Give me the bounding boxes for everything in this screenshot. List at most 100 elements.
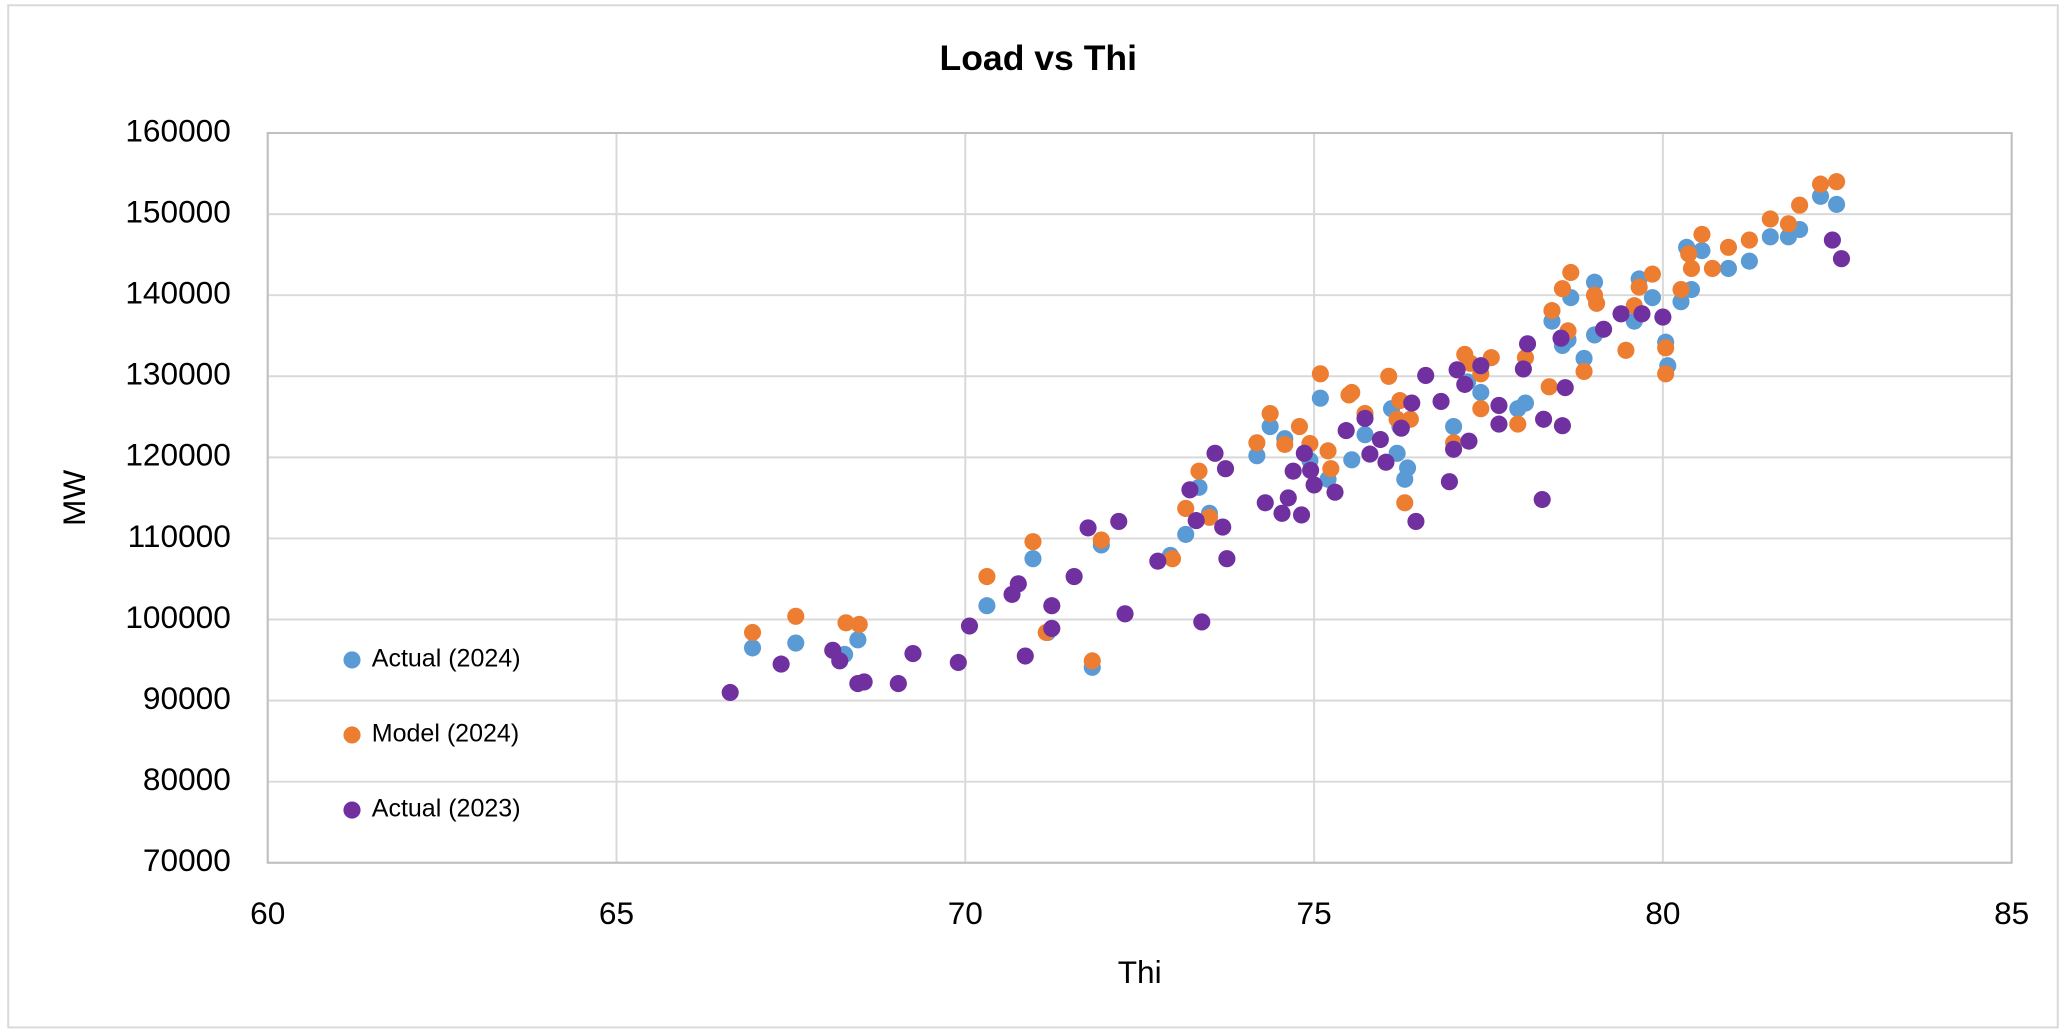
scatter-point bbox=[1371, 430, 1389, 449]
scatter-point bbox=[960, 617, 979, 635]
scatter-point bbox=[743, 623, 762, 642]
y-tick-label: 90000 bbox=[143, 680, 231, 716]
scatter-point bbox=[1149, 552, 1167, 570]
legend-label: Model (2024) bbox=[372, 720, 519, 748]
scatter-point bbox=[1811, 175, 1830, 193]
scatter-point bbox=[1279, 489, 1297, 507]
scatter-point bbox=[1216, 460, 1235, 478]
scatter-point bbox=[1337, 422, 1355, 440]
x-tick-label: 75 bbox=[1297, 895, 1332, 931]
scatter-point bbox=[849, 631, 867, 649]
scatter-point bbox=[1779, 215, 1798, 233]
scatter-point bbox=[1740, 231, 1758, 249]
scatter-point bbox=[1761, 210, 1779, 228]
scatter-point bbox=[1024, 533, 1042, 551]
scatter-point bbox=[1292, 506, 1311, 524]
scatter-point bbox=[1643, 289, 1661, 307]
scatter-point bbox=[1828, 173, 1846, 191]
y-tick-label: 160000 bbox=[125, 112, 230, 148]
scatter-point bbox=[904, 645, 922, 663]
scatter-point bbox=[1043, 619, 1061, 638]
scatter-point bbox=[1514, 360, 1532, 378]
scatter-point bbox=[1248, 447, 1266, 465]
legend-marker bbox=[343, 801, 361, 819]
scatter-point bbox=[1116, 605, 1134, 623]
scatter-point bbox=[1509, 415, 1527, 433]
scatter-point bbox=[1407, 512, 1425, 530]
scatter-point bbox=[1657, 339, 1675, 357]
scatter-point bbox=[1654, 308, 1672, 326]
scatter-point bbox=[1472, 357, 1490, 375]
scatter-point bbox=[1719, 238, 1738, 256]
scatter-point bbox=[1575, 349, 1593, 368]
scatter-point bbox=[1305, 476, 1323, 494]
scatter-point bbox=[1490, 415, 1508, 433]
scatter-point bbox=[1065, 567, 1083, 586]
x-axis-title: Thi bbox=[1118, 954, 1162, 990]
scatter-point bbox=[1261, 405, 1279, 423]
scatter-point bbox=[1214, 518, 1232, 536]
x-tick-label: 70 bbox=[948, 895, 983, 931]
scatter-point bbox=[1456, 375, 1474, 393]
scatter-point bbox=[1110, 512, 1128, 530]
scatter-point bbox=[1396, 494, 1414, 512]
y-tick-label: 110000 bbox=[128, 518, 231, 554]
scatter-point bbox=[1399, 459, 1417, 477]
chart-border bbox=[7, 4, 2059, 1029]
scatter-point bbox=[1163, 550, 1182, 568]
scatter-point bbox=[949, 653, 967, 672]
scatter-point bbox=[787, 634, 805, 652]
scatter-point bbox=[1193, 613, 1211, 631]
scatter-point bbox=[1361, 445, 1379, 463]
scatter-point bbox=[1617, 341, 1635, 359]
scatter-point bbox=[1276, 435, 1294, 453]
scatter-point bbox=[1326, 483, 1344, 501]
scatter-point bbox=[1643, 265, 1661, 283]
scatter-point bbox=[1693, 225, 1711, 243]
scatter-point bbox=[1256, 494, 1274, 512]
scatter-point bbox=[772, 655, 790, 673]
scatter-point bbox=[1811, 187, 1830, 205]
scatter-point bbox=[1092, 531, 1110, 549]
x-tick-label: 65 bbox=[599, 895, 634, 931]
scatter-point bbox=[1693, 242, 1711, 260]
scatter-point bbox=[1516, 394, 1535, 412]
scatter-point bbox=[1432, 392, 1450, 410]
scatter-point bbox=[1612, 305, 1630, 323]
scatter-point bbox=[1680, 245, 1698, 263]
scatter-point bbox=[1672, 280, 1690, 299]
x-tick-label: 85 bbox=[1994, 895, 2029, 931]
scatter-point bbox=[1311, 389, 1329, 407]
scatter-point bbox=[1284, 462, 1302, 480]
scatter-point bbox=[1377, 453, 1395, 471]
scatter-point bbox=[1302, 461, 1320, 479]
scatter-point bbox=[1556, 379, 1574, 397]
scatter-point bbox=[1562, 263, 1580, 282]
scatter-point bbox=[1311, 365, 1329, 383]
scatter-point bbox=[1343, 451, 1361, 469]
scatter-point bbox=[1009, 575, 1027, 593]
scatter-point bbox=[1588, 294, 1606, 312]
legend-label: Actual (2024) bbox=[372, 645, 521, 673]
y-tick-label: 100000 bbox=[125, 599, 230, 635]
scatter-point bbox=[850, 615, 868, 633]
scatter-point bbox=[1016, 647, 1034, 665]
scatter-point bbox=[1575, 362, 1593, 380]
scatter-point bbox=[1356, 426, 1374, 444]
scatter-point bbox=[889, 675, 907, 693]
scatter-point bbox=[1187, 512, 1205, 530]
scatter-point bbox=[978, 597, 996, 615]
y-tick-label: 130000 bbox=[125, 356, 230, 392]
scatter-point bbox=[1585, 273, 1604, 291]
scatter-point bbox=[1553, 417, 1571, 435]
scatter-point bbox=[787, 607, 805, 625]
scatter-point bbox=[1630, 278, 1648, 296]
scatter-point bbox=[1319, 442, 1337, 460]
scatter-point bbox=[1543, 302, 1561, 320]
scatter-point bbox=[1832, 250, 1851, 268]
scatter-point bbox=[1273, 504, 1291, 522]
scatter-point bbox=[1083, 652, 1101, 670]
scatter-point bbox=[721, 683, 739, 702]
scatter-point bbox=[1490, 396, 1508, 415]
y-tick-label: 140000 bbox=[125, 275, 230, 311]
